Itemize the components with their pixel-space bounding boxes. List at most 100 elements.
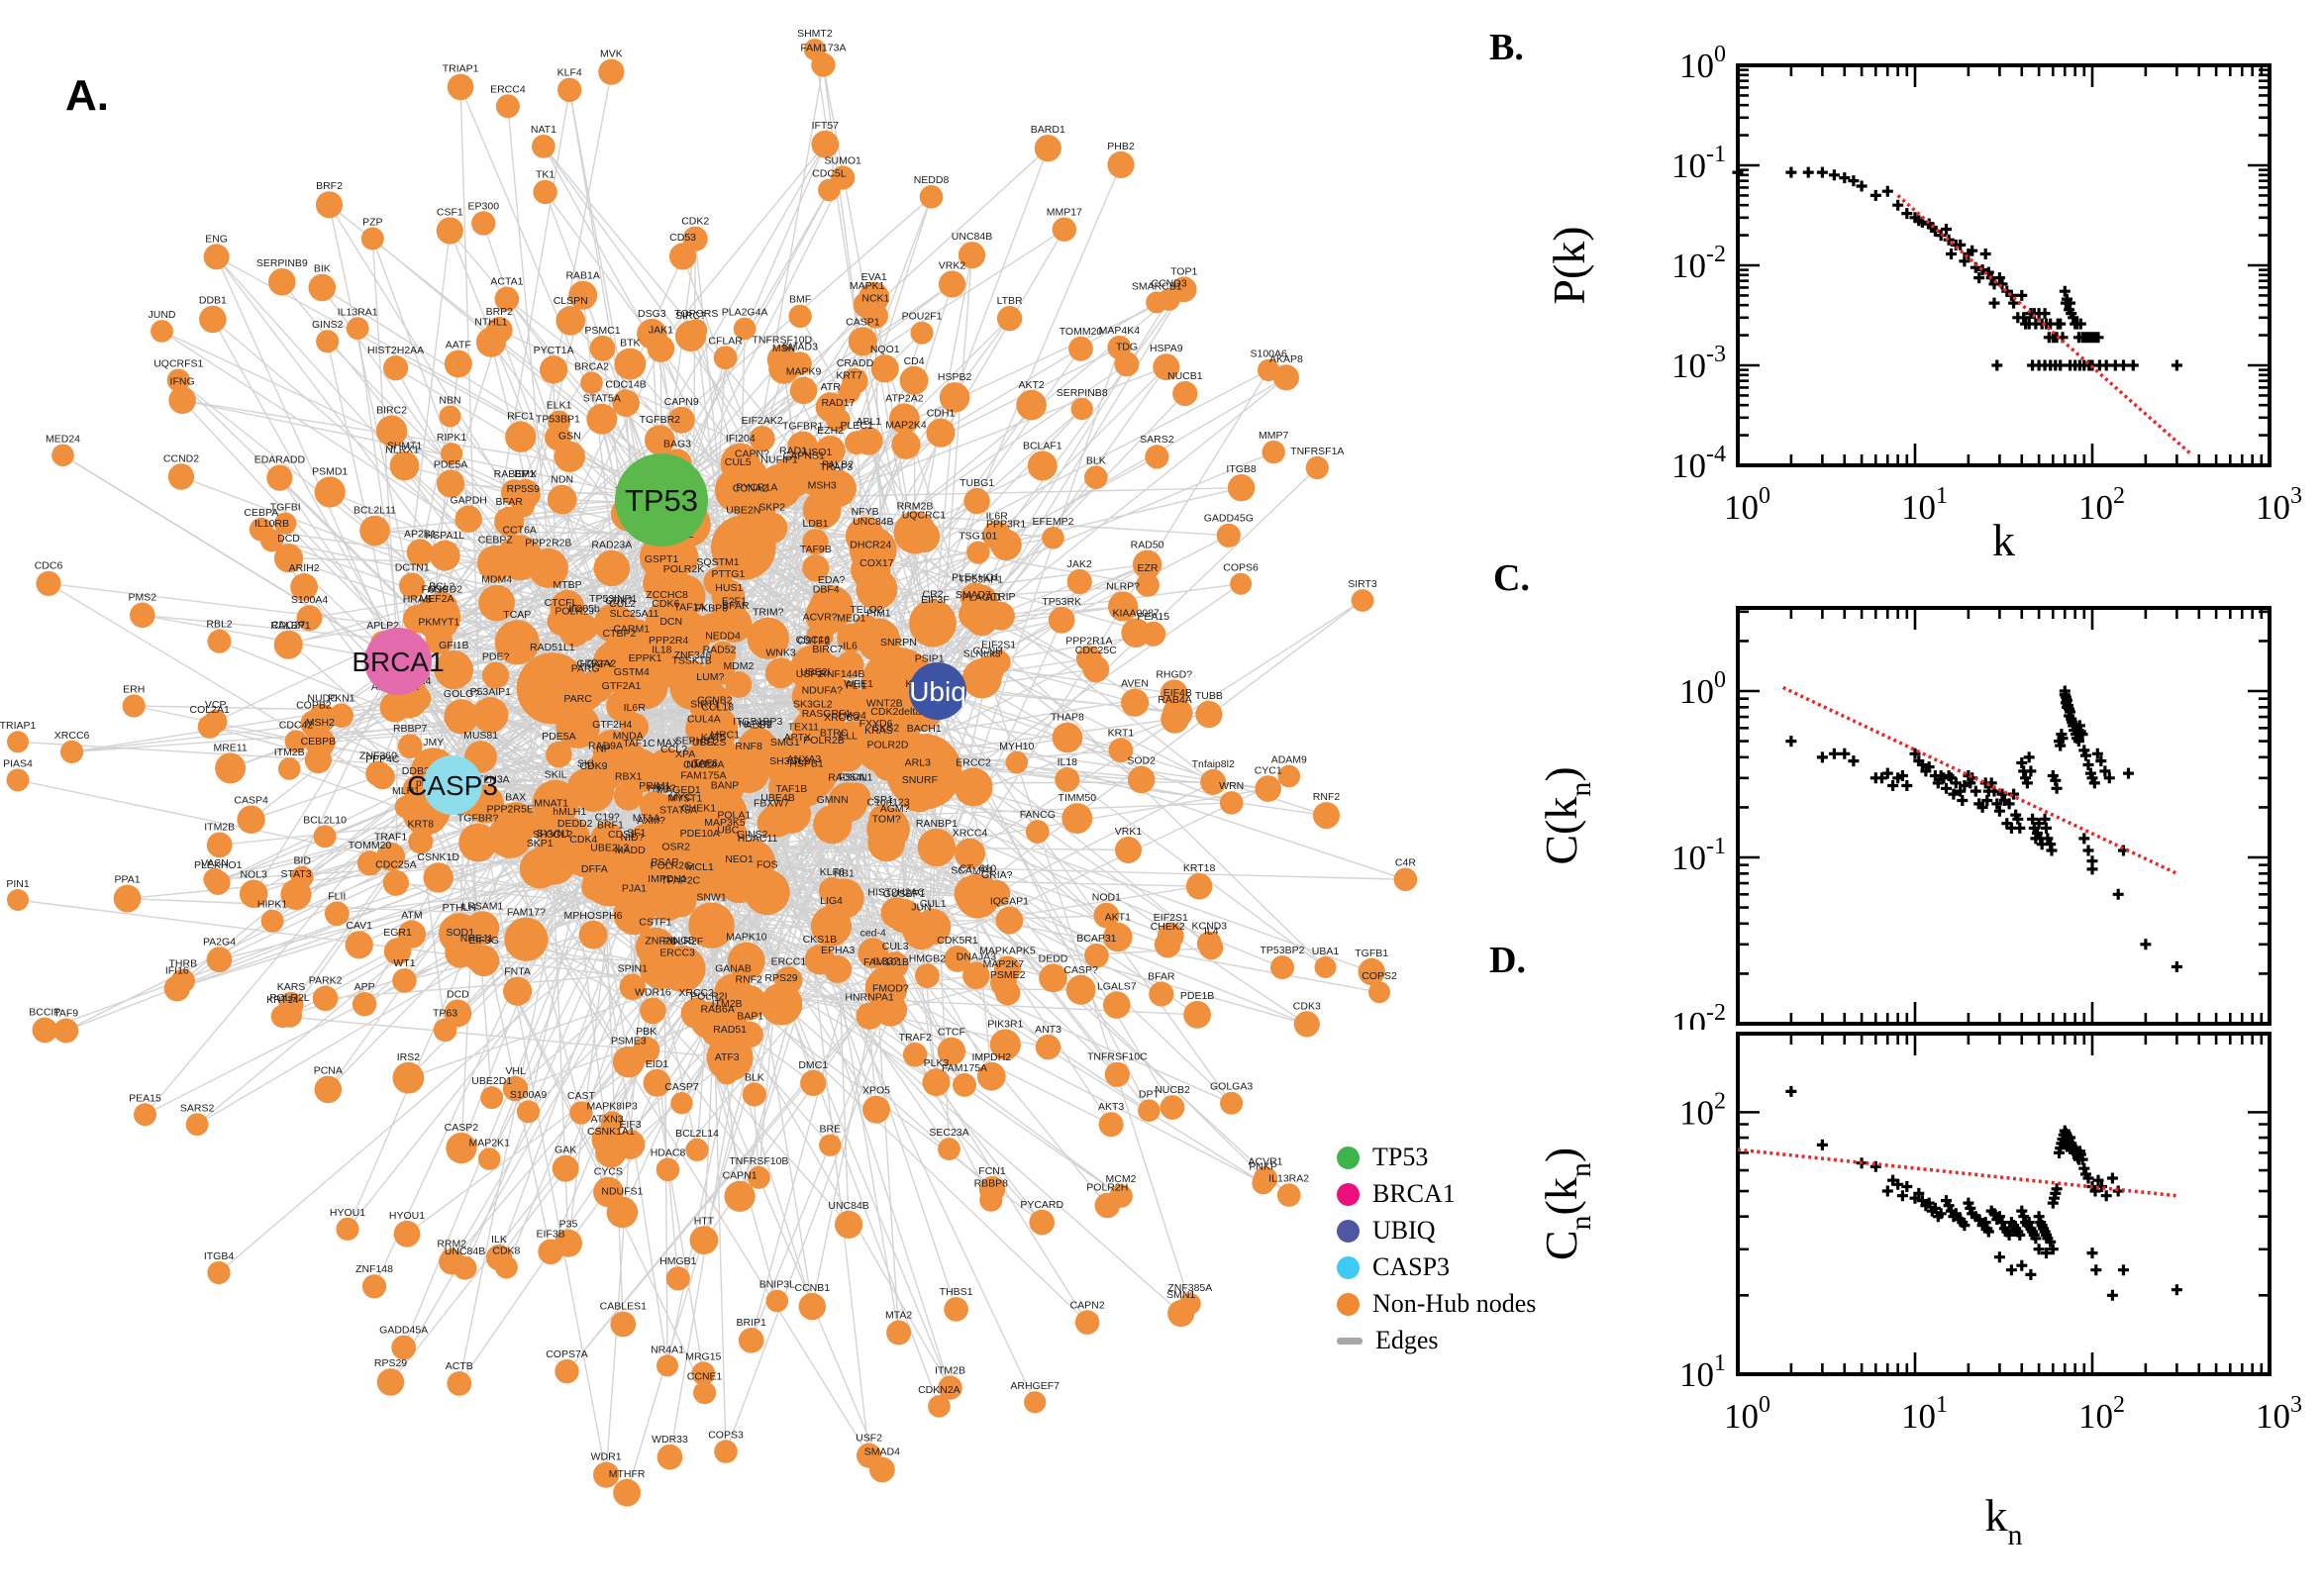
network-node <box>1255 775 1281 802</box>
gene-label: BIRC7 <box>812 644 843 655</box>
gene-label: VASN <box>201 857 229 869</box>
gene-label: SLNtrk3 <box>963 648 1001 659</box>
network-node <box>1034 135 1061 162</box>
network-node <box>199 305 227 334</box>
network-node <box>767 732 839 804</box>
network-node <box>856 568 898 610</box>
network-node <box>995 906 1024 935</box>
gene-label: KAT5 <box>701 732 727 744</box>
gene-label: EPHA3 <box>821 945 856 956</box>
network-node <box>800 1069 827 1096</box>
gene-label: ZNF360 <box>359 750 397 762</box>
gene-label: FAM173A <box>800 42 846 53</box>
gene-label: ELK1 <box>547 399 572 411</box>
gene-label: LDB1 <box>802 518 828 530</box>
gene-label: CTCF <box>938 1027 965 1039</box>
gene-label: FNTA <box>504 966 531 978</box>
legend-item-ubiq: UBIQ <box>1337 1218 1536 1244</box>
gene-label: CDC16 <box>796 635 831 647</box>
gene-label: BID <box>293 855 311 867</box>
gene-label: SKP2 <box>758 502 785 514</box>
gene-label: COPS7A <box>546 1348 588 1360</box>
network-node <box>757 464 802 510</box>
network-node <box>185 1113 209 1137</box>
network-node <box>51 444 74 467</box>
gene-label: RAD1 <box>779 446 807 457</box>
network-node <box>819 877 846 904</box>
gene-label: IFT57 <box>812 120 840 132</box>
gene-label: KARS <box>277 981 306 993</box>
network-node <box>1121 618 1151 648</box>
network-node <box>703 566 733 597</box>
gene-label: HRAS <box>403 594 432 606</box>
node-swatch-icon <box>1337 1255 1360 1279</box>
gene-label: JMY <box>423 737 444 748</box>
network-node <box>688 902 735 948</box>
network-node <box>360 227 384 250</box>
tick-label: 103 <box>2256 483 2302 527</box>
gene-label: CT_610 <box>960 863 997 875</box>
gene-label: HDAC8 <box>651 1147 686 1159</box>
gene-label: FANCG <box>1020 809 1056 821</box>
gene-label: PALB2 <box>822 459 854 471</box>
network-node <box>1258 358 1280 382</box>
gene-label: CDK9 <box>579 760 607 772</box>
gene-label: COPS2 <box>1362 970 1397 982</box>
gene-label: ALG9 <box>746 720 772 732</box>
network-node <box>870 354 899 383</box>
gene-label: BCAP31 <box>1076 933 1116 945</box>
gene-label: SQSTM1 <box>696 556 739 568</box>
network-node <box>391 1335 417 1360</box>
gene-label: BFAR <box>722 600 750 612</box>
network-node <box>519 848 560 889</box>
network-node <box>787 431 819 462</box>
network-node <box>36 570 61 597</box>
gene-label: FAM17? <box>507 907 546 919</box>
gene-label: CDK4 <box>569 834 597 846</box>
gene-label: BNIP3L <box>759 1279 795 1291</box>
gene-label: ANT3 <box>1035 1024 1061 1036</box>
gene-label: UBE4B <box>760 792 794 804</box>
network-node <box>1145 445 1169 469</box>
network-node <box>640 791 670 822</box>
gene-label: BFAR <box>1148 970 1175 982</box>
gene-label: PPP2R2B <box>525 538 571 549</box>
gene-label: GMNN <box>817 794 849 806</box>
panel-a-label: A. <box>65 71 109 120</box>
gene-label: RANBP1 <box>916 818 958 830</box>
network-node <box>891 430 921 459</box>
axis-ticks <box>1736 63 2272 467</box>
network-node <box>801 676 830 705</box>
gene-label: CYC1 <box>1255 764 1282 776</box>
y-axis-label: Cn(kn) <box>1536 1147 1597 1260</box>
gene-label: PLEKHO1 <box>194 859 243 871</box>
network-node <box>1027 450 1058 481</box>
gene-label: CAV1 <box>346 920 372 932</box>
network-node <box>827 782 868 823</box>
network-nodes <box>6 39 1418 1507</box>
network-node <box>556 306 585 336</box>
gene-label: CARM1 <box>613 623 650 635</box>
gene-label: TFAP2C <box>660 875 700 887</box>
network-node <box>277 757 301 780</box>
gene-label: POU2F1 <box>902 311 943 323</box>
network-node <box>1121 688 1150 717</box>
gene-label: CSTF1 <box>639 917 671 929</box>
gene-label: DFFA <box>581 863 608 875</box>
gene-label: PKMYT1 <box>418 617 459 629</box>
network-node <box>592 639 647 693</box>
network-node <box>273 544 304 573</box>
network-node <box>532 135 556 158</box>
network-node <box>845 516 885 556</box>
gene-label: TIMM50 <box>1059 792 1097 804</box>
network-node <box>1048 606 1075 634</box>
gene-label: NP <box>596 744 611 755</box>
gene-label: RRM2 <box>437 1238 466 1249</box>
gene-label: CSNK1D <box>417 851 459 863</box>
gene-label: DCD <box>447 989 469 1001</box>
gene-label: PEA15 <box>129 1092 161 1104</box>
gene-label: POLR2B <box>803 735 844 747</box>
gene-label: COX17 <box>859 557 894 569</box>
gene-label: TP53AP1 <box>959 573 1003 585</box>
